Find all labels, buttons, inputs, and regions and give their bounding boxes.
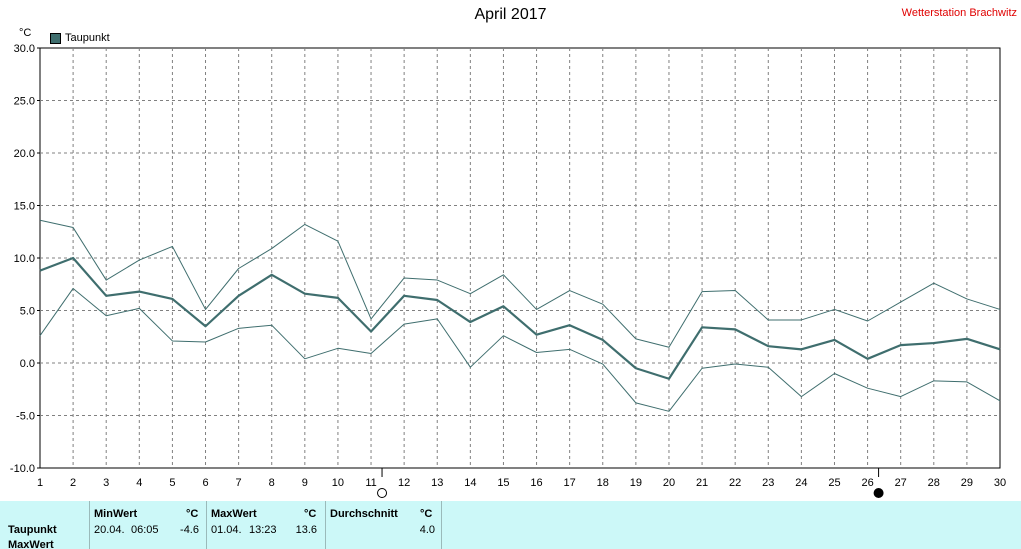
avg-header: Durchschnitt [330, 508, 398, 520]
avg-unit-header: °C [420, 508, 433, 520]
x-tick-label: 12 [398, 477, 410, 489]
y-tick-label: 5.0 [20, 306, 35, 318]
chart-title: April 2017 [474, 6, 547, 23]
y-tick-label: -10.0 [10, 463, 35, 475]
x-tick-label: 2 [70, 477, 76, 489]
max-column [206, 501, 325, 549]
y-tick-labels: 30.0 25.0 20.0 15.0 10.0 5.0 0.0 -5.0 -10.0 [10, 43, 35, 475]
x-tick-label: 1 [37, 477, 43, 489]
y-tick-label: 25.0 [14, 96, 35, 108]
x-tick-label: 30 [994, 477, 1006, 489]
x-tick-label: 27 [895, 477, 907, 489]
x-tick-label: 21 [696, 477, 708, 489]
new-moon-icon [873, 488, 884, 498]
legend-label: Taupunkt [65, 32, 110, 44]
x-tick-label: 19 [630, 477, 642, 489]
series-line-taupunkt [39, 256, 1001, 380]
max-time: 13:23 [249, 524, 277, 536]
x-tick-labels: 1 2 3 4 5 6 7 8 9 10 11 12 13 14 15 16 17 18 19 20 21 22 23 24 2… [37, 477, 1006, 489]
x-tick-label: 11 [365, 477, 376, 489]
x-tick-label: 13 [431, 477, 443, 489]
y-axis-unit: °C [19, 27, 32, 39]
y-tick-label: 20.0 [14, 148, 35, 160]
x-tick-label: 18 [597, 477, 609, 489]
x-tick-label: 8 [269, 477, 275, 489]
x-tick-label: 5 [169, 477, 175, 489]
y-tick-label: 10.0 [14, 253, 35, 265]
x-tick-label: 26 [861, 477, 873, 489]
x-tick-label: 7 [236, 477, 242, 489]
x-tick-label: 24 [795, 477, 807, 489]
max-header: MaxWert [211, 508, 257, 520]
x-tick-label: 23 [762, 477, 774, 489]
x-tick-label: 10 [332, 477, 344, 489]
summary-table: MinWert °C MaxWert °C Durchschnitt °C Ta… [0, 501, 1021, 549]
x-tick-label: 28 [928, 477, 940, 489]
max-date: 01.04. [211, 524, 242, 536]
legend: Taupunkt [50, 32, 110, 44]
x-tick-label: 3 [103, 477, 109, 489]
x-tick-label: 17 [564, 477, 576, 489]
x-tick-label: 22 [729, 477, 741, 489]
series-line-upper [39, 219, 1001, 348]
x-tick-label: 15 [497, 477, 509, 489]
grid-lines [37, 47, 1000, 469]
max-unit-header: °C [304, 508, 317, 520]
min-time: 06:05 [131, 524, 159, 536]
x-tick-label: 29 [961, 477, 973, 489]
avg-value: 4.0 [419, 524, 435, 536]
min-header: MinWert [94, 508, 138, 520]
avg-column [325, 501, 441, 549]
x-tick-label: 25 [828, 477, 840, 489]
min-column [89, 501, 206, 549]
y-tick-label: -5.0 [16, 411, 35, 423]
x-tick-label: 6 [202, 477, 208, 489]
max-value: 13.6 [295, 524, 317, 536]
x-tick-label: 16 [530, 477, 542, 489]
y-tick-label: 0.0 [20, 358, 35, 370]
series-line-lower [39, 287, 1001, 412]
legend-swatch [50, 32, 61, 44]
table-end-divider [441, 501, 442, 549]
min-value: -4.6 [180, 524, 199, 536]
y-tick-label: 30.0 [14, 43, 35, 55]
moon-phases [377, 468, 884, 498]
x-tick-label: 9 [302, 477, 308, 489]
station-name: Wetterstation Brachwitz [901, 7, 1017, 19]
row-label-maxwert: MaxWert [8, 539, 54, 549]
row-label-taupunkt: Taupunkt [8, 524, 57, 536]
min-unit-header: °C [186, 508, 199, 520]
series-lines [39, 219, 1001, 412]
full-moon-icon [377, 488, 388, 498]
x-tick-label: 14 [464, 477, 476, 489]
y-tick-label: 15.0 [14, 201, 35, 213]
x-tick-label: 20 [663, 477, 675, 489]
x-tick-label: 4 [136, 477, 142, 489]
min-date: 20.04. [94, 524, 125, 536]
